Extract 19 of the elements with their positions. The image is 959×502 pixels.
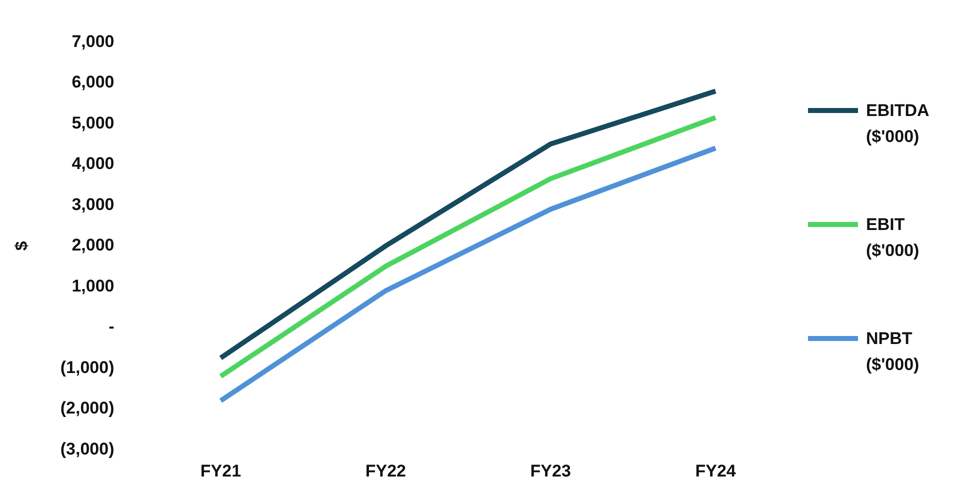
legend-label: EBIT ($'000): [866, 214, 920, 262]
y-axis-title: $: [12, 240, 31, 251]
y-tick-label: 3,000: [72, 194, 114, 214]
y-tick-label: -: [108, 317, 114, 336]
y-tick-label: 5,000: [72, 113, 114, 132]
y-tick-label: 2,000: [72, 236, 114, 255]
legend-label: NPBT ($'000): [866, 328, 920, 376]
y-tick-label: 7,000: [72, 32, 114, 51]
legend-label: EBITDA ($'000): [866, 100, 930, 148]
y-tick-label: (3,000): [60, 439, 114, 458]
x-tick-label: FY23: [530, 461, 571, 480]
y-tick-label: 1,000: [72, 276, 114, 296]
x-tick-label: FY24: [695, 461, 736, 480]
y-tick-label: 4,000: [72, 154, 114, 174]
y-tick-label: 6,000: [72, 72, 114, 92]
x-tick-label: FY22: [365, 461, 406, 480]
x-tick-label: FY21: [200, 461, 242, 480]
y-tick-label: (1,000): [60, 358, 114, 377]
y-tick-label: (2,000): [60, 398, 114, 418]
